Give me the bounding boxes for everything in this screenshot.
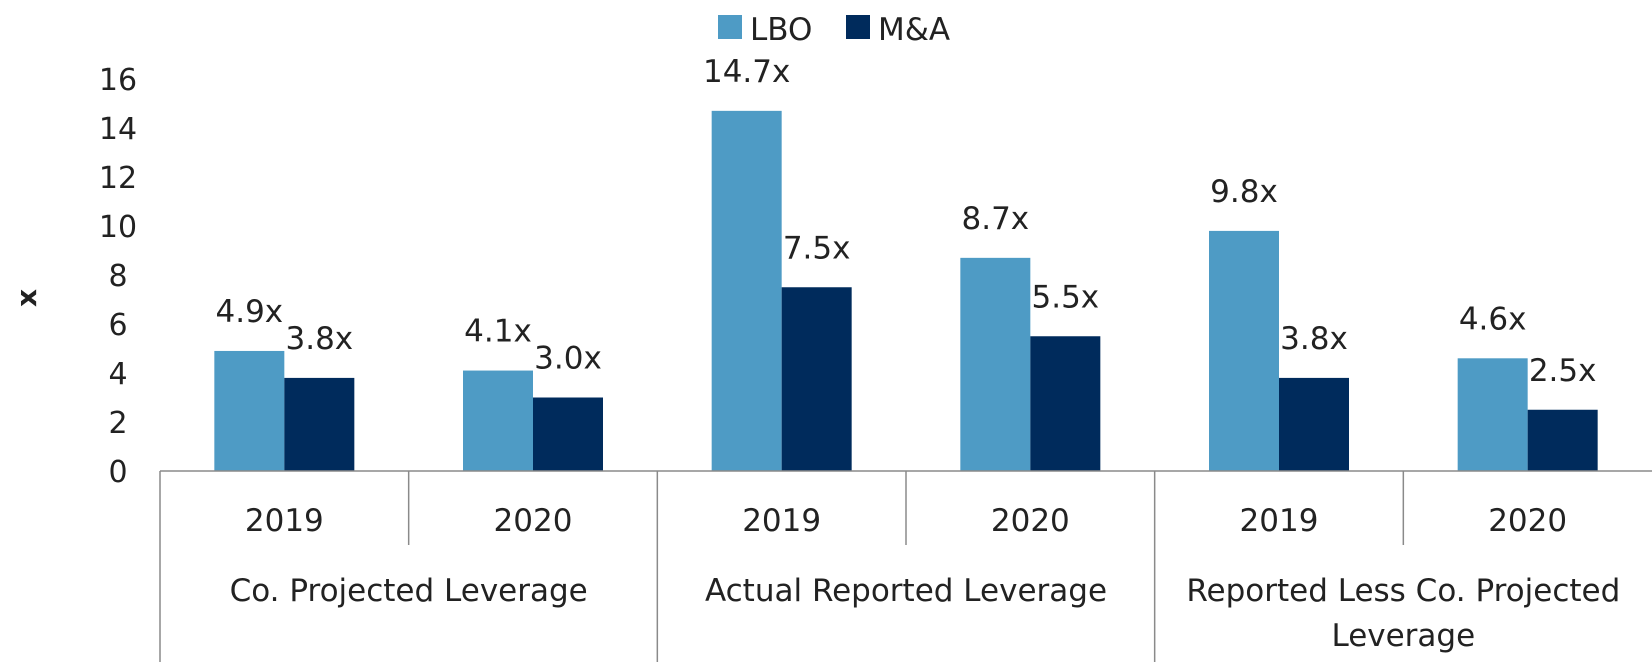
data-label: 14.7x xyxy=(703,54,790,90)
data-label: 4.6x xyxy=(1459,301,1527,337)
bar-m-a xyxy=(1279,377,1349,471)
data-label: 7.5x xyxy=(783,230,851,266)
y-tick-label: 0 xyxy=(108,455,127,490)
y-tick-label: 10 xyxy=(99,210,137,245)
y-tick-label: 4 xyxy=(108,357,127,392)
bar-m-a xyxy=(533,397,603,471)
data-label: 4.1x xyxy=(464,314,532,350)
group-label: Actual Reported Leverage xyxy=(705,573,1107,609)
data-labels: 4.9x3.8x 4.1x3.0x14.7x7.5x8.7x5.5x9.8x3.8… xyxy=(216,54,1597,389)
category-label: 2019 xyxy=(245,503,324,539)
y-tick-label: 12 xyxy=(99,161,137,196)
category-label: 2020 xyxy=(494,503,573,539)
axis-lines xyxy=(159,470,1652,662)
legend-swatch xyxy=(718,15,742,39)
data-label: 5.5x xyxy=(1032,279,1100,315)
group-labels: Co. Projected Leverage Actual Reported Le… xyxy=(230,573,1621,654)
data-label: 3.8x xyxy=(1280,321,1348,357)
y-axis-label: x xyxy=(10,289,43,307)
bar-m-a xyxy=(1030,336,1101,471)
legend-label: LBO xyxy=(750,12,812,48)
bars xyxy=(214,110,1598,471)
y-tick-label: 16 xyxy=(99,63,137,98)
data-label: 8.7x xyxy=(962,201,1030,237)
y-tick-label: 8 xyxy=(108,259,127,294)
bar-m-a xyxy=(781,287,852,471)
legend-swatch xyxy=(846,15,870,39)
category-label: 2019 xyxy=(1240,503,1319,539)
data-label: 3.0x xyxy=(534,341,602,377)
bar-lbo xyxy=(463,370,533,471)
y-tick-label: 2 xyxy=(108,406,127,441)
bar-lbo xyxy=(1209,230,1279,471)
group-label: Co. Projected Leverage xyxy=(230,573,588,609)
bar-lbo xyxy=(1457,358,1528,471)
category-label: 2020 xyxy=(991,503,1070,539)
category-label: 2020 xyxy=(1488,503,1567,539)
y-tick-label: 6 xyxy=(108,308,127,343)
category-labels: 2019 2020 2019 2020 2019 2020 xyxy=(245,503,1567,539)
data-label: 3.8x xyxy=(286,321,354,357)
category-label: 2019 xyxy=(742,503,821,539)
bar-lbo xyxy=(960,257,1031,471)
y-axis-ticks: 0 2 4 6 8 10 12 14 16 xyxy=(99,63,137,490)
legend-label: M&A xyxy=(878,12,950,48)
data-label: 4.9x xyxy=(216,294,284,330)
y-tick-label: 14 xyxy=(99,112,137,147)
bar-lbo xyxy=(214,350,285,471)
group-label: Reported Less Co. Projected xyxy=(1186,573,1620,609)
legend: LBO M&A xyxy=(718,12,950,48)
bar-m-a xyxy=(1527,409,1598,471)
data-label: 9.8x xyxy=(1210,174,1278,210)
bar-m-a xyxy=(284,377,355,471)
bar-lbo xyxy=(711,110,782,471)
group-label: Leverage xyxy=(1331,618,1475,654)
data-label: 2.5x xyxy=(1529,353,1597,389)
